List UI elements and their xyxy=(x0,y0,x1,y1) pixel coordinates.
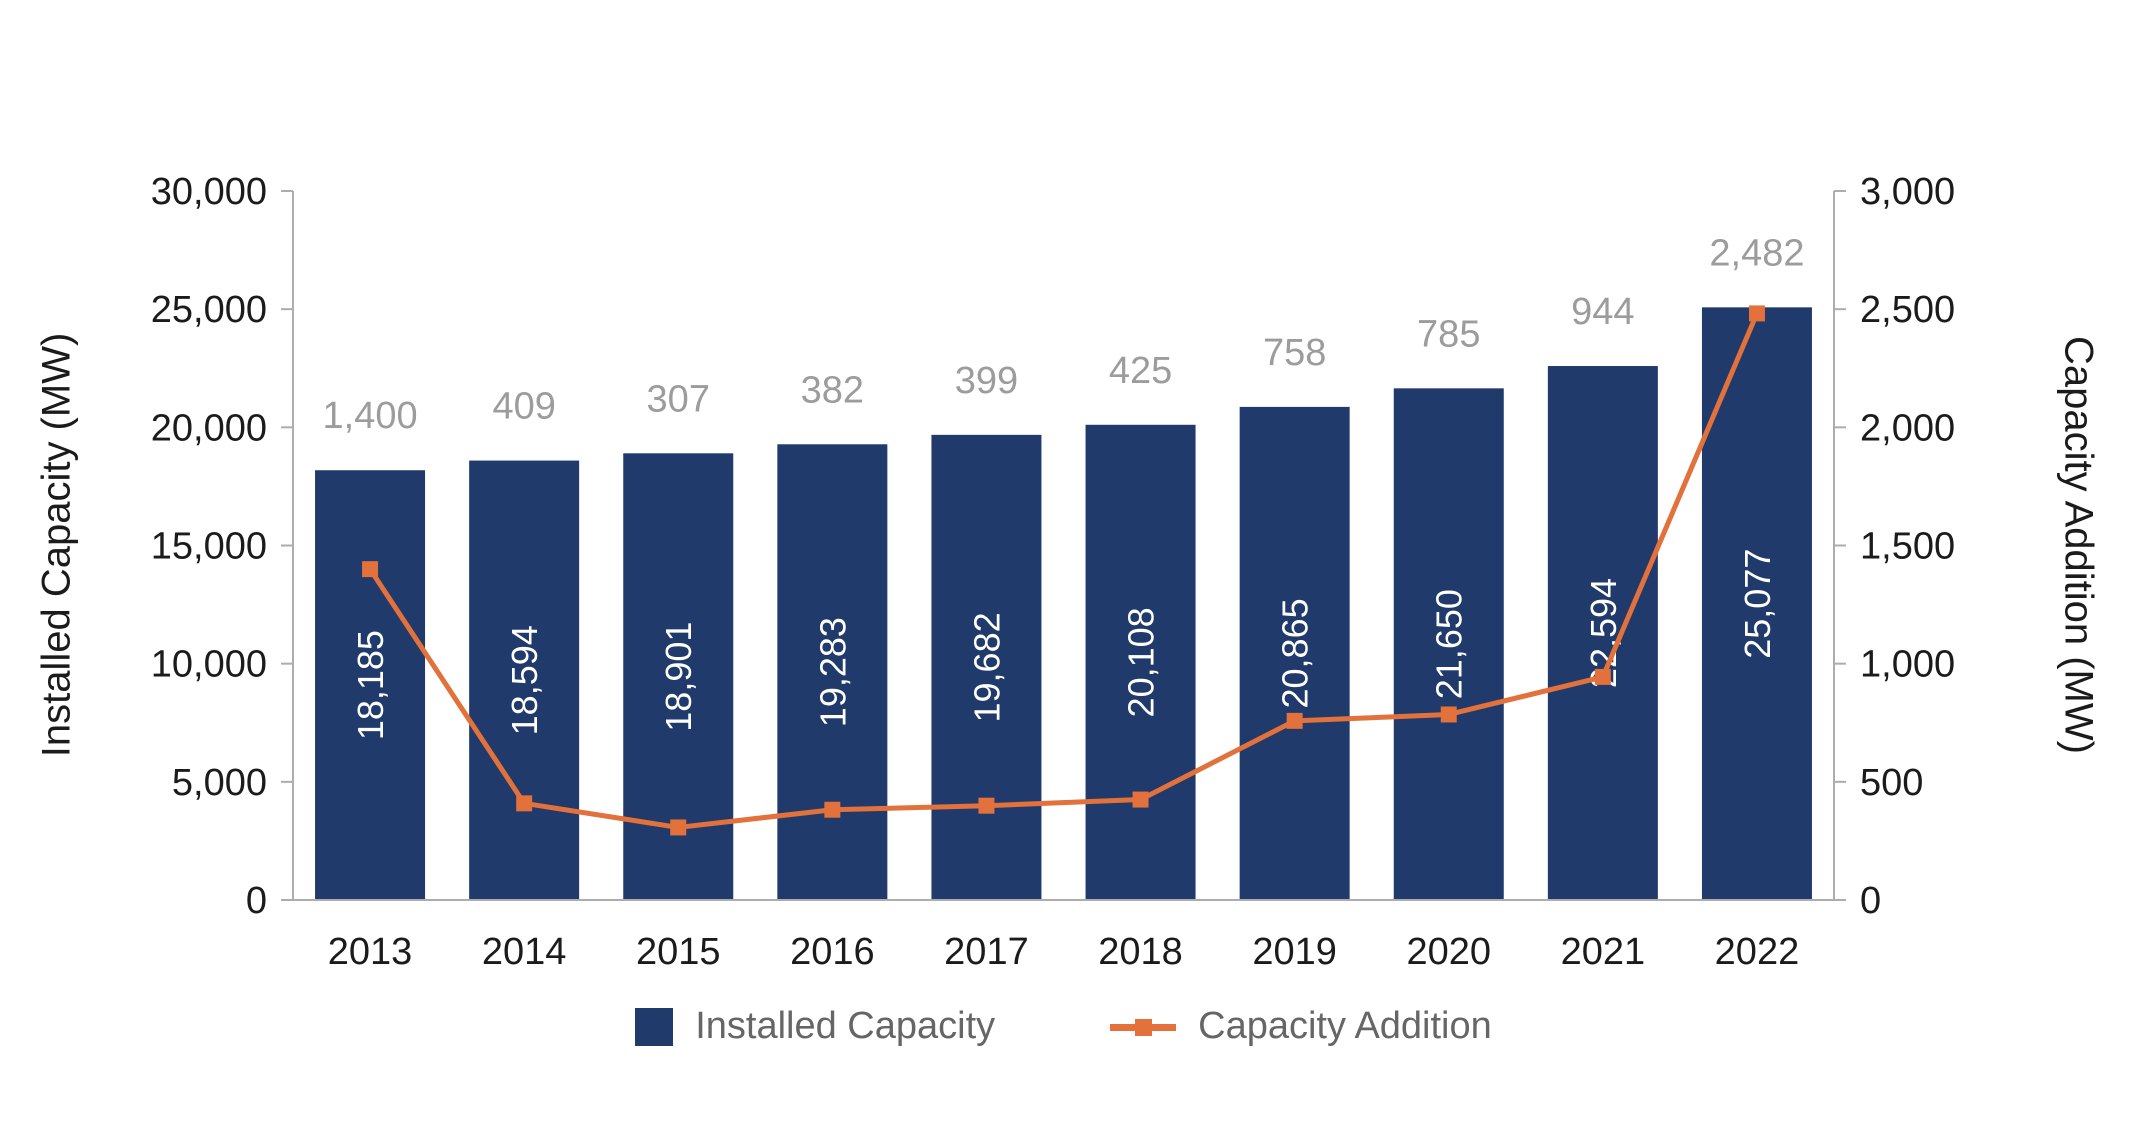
line-marker-2016 xyxy=(824,801,841,818)
right-axis-tick-label: 1,500 xyxy=(1860,526,1955,568)
line-value-label-2017: 399 xyxy=(955,360,1018,402)
bar-2017 xyxy=(931,434,1042,900)
line-value-label-2022: 2,482 xyxy=(1709,232,1804,274)
x-tick-label-2017: 2017 xyxy=(944,931,1029,973)
right-axis-title: Capacity Addition (MW) xyxy=(2056,336,2101,754)
left-axis-tick-label: 0 xyxy=(246,880,267,922)
right-axis-tick-label: 1,000 xyxy=(1860,644,1955,686)
legend-item-installed-capacity: Installed Capacity xyxy=(635,1005,995,1048)
left-axis-tick-label: 20,000 xyxy=(151,407,267,449)
line-marker-2019 xyxy=(1286,712,1303,729)
line-value-label-2016: 382 xyxy=(801,369,864,411)
bar-value-label-2015: 18,901 xyxy=(658,622,699,732)
bar-2019 xyxy=(1239,406,1350,900)
x-tick-label-2021: 2021 xyxy=(1561,931,1646,973)
line-marker-2022 xyxy=(1748,305,1765,322)
line-marker-2014 xyxy=(516,795,533,812)
bar-value-label-2013: 18,185 xyxy=(350,630,391,740)
bar-value-label-2016: 19,283 xyxy=(812,617,853,727)
left-axis-tick-label: 5,000 xyxy=(172,762,267,804)
capacity-addition-line xyxy=(367,310,1760,830)
bar-2021 xyxy=(1547,366,1658,901)
line-value-label-2015: 307 xyxy=(647,378,710,420)
x-tick-label-2019: 2019 xyxy=(1252,931,1337,973)
line-value-label-2014: 409 xyxy=(492,386,555,428)
bar-value-label-2018: 20,108 xyxy=(1121,607,1162,717)
right-axis-tick-label: 2,000 xyxy=(1860,407,1955,449)
x-tick-label-2020: 2020 xyxy=(1406,931,1491,973)
line-marker-2017 xyxy=(978,797,995,814)
x-tick-label-2013: 2013 xyxy=(328,931,413,973)
right-axis-tick-label: 500 xyxy=(1860,762,1923,804)
right-axis-tick-label: 2,500 xyxy=(1860,289,1955,331)
line-value-label-2018: 425 xyxy=(1109,350,1172,392)
line-marker-2020 xyxy=(1440,706,1457,723)
left-axis-title: Installed Capacity (MW) xyxy=(34,332,79,758)
x-tick-label-2022: 2022 xyxy=(1715,931,1800,973)
bar-2018 xyxy=(1085,424,1196,900)
bar-value-label-2014: 18,594 xyxy=(504,625,545,735)
bar-value-label-2019: 20,865 xyxy=(1275,598,1316,708)
left-axis-tick-label: 10,000 xyxy=(151,644,267,686)
line-marker-2018 xyxy=(1132,791,1149,808)
bar-swatch-icon xyxy=(635,1007,674,1046)
bar-value-label-2017: 19,682 xyxy=(966,612,1007,722)
bar-value-label-2020: 21,650 xyxy=(1429,589,1470,699)
right-axis-tick-label: 3,000 xyxy=(1860,171,1955,213)
line-swatch-marker xyxy=(1135,1018,1153,1036)
bar-2016 xyxy=(777,444,888,900)
legend-item-capacity-addition: Capacity Addition xyxy=(1110,1005,1492,1048)
line-swatch-icon xyxy=(1110,1007,1177,1047)
line-value-label-2019: 758 xyxy=(1263,332,1326,374)
bar-2013 xyxy=(315,470,426,900)
x-tick-label-2016: 2016 xyxy=(790,931,875,973)
left-axis-tick-label: 15,000 xyxy=(151,526,267,568)
line-marker-2015 xyxy=(670,819,687,836)
x-tick-label-2014: 2014 xyxy=(482,931,567,973)
left-axis-tick-label: 25,000 xyxy=(151,289,267,331)
left-axis-tick-label: 30,000 xyxy=(151,171,267,213)
legend-label-installed-capacity: Installed Capacity xyxy=(695,1005,996,1047)
line-value-label-2013: 1,400 xyxy=(323,395,418,437)
line-marker-2021 xyxy=(1594,668,1611,685)
line-value-label-2021: 944 xyxy=(1571,291,1634,333)
x-tick-label-2018: 2018 xyxy=(1098,931,1183,973)
bar-value-label-2022: 25,077 xyxy=(1737,549,1778,659)
legend: Installed Capacity Capacity Addition xyxy=(293,1005,1834,1048)
bar-2014 xyxy=(469,460,580,900)
x-tick-label-2015: 2015 xyxy=(636,931,721,973)
right-axis-tick-label: 0 xyxy=(1860,880,1881,922)
legend-label-capacity-addition: Capacity Addition xyxy=(1198,1005,1492,1047)
bar-2020 xyxy=(1393,388,1504,900)
line-value-label-2020: 785 xyxy=(1417,313,1480,355)
line-marker-2013 xyxy=(362,561,379,578)
